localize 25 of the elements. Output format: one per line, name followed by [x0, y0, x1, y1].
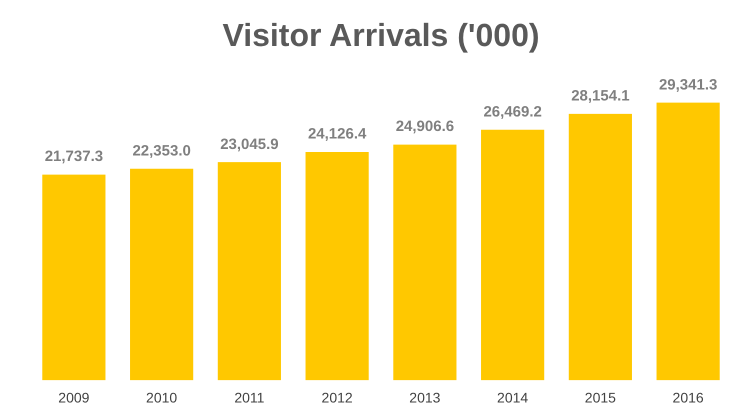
x-tick-label: 2015: [584, 389, 616, 406]
bar: [306, 152, 369, 380]
x-tick-label: 2013: [409, 389, 441, 406]
data-label: 24,906.6: [396, 118, 454, 136]
x-tick-label: 2012: [322, 389, 353, 406]
bar: [42, 174, 106, 380]
bar: [130, 168, 194, 380]
chart-title: Visitor Arrivals ('000): [222, 17, 540, 54]
bar: [568, 114, 632, 380]
x-tick-label: 2016: [672, 389, 704, 406]
bar: [218, 162, 281, 380]
x-tick-label: 2014: [497, 389, 528, 406]
data-label: 22,353.0: [132, 142, 191, 160]
data-label: 23,045.9: [220, 136, 279, 153]
data-label: 26,469.2: [483, 103, 542, 120]
x-tick-label: 2010: [146, 389, 178, 406]
x-tick-label: 2009: [58, 389, 90, 406]
data-label: 29,341.3: [658, 76, 718, 94]
bar: [481, 130, 544, 380]
bar: [393, 144, 456, 380]
x-tick-label: 2011: [234, 389, 265, 406]
data-label: 24,126.4: [308, 126, 367, 143]
data-label: 28,154.1: [571, 88, 630, 105]
bar: [656, 102, 720, 380]
data-label: 21,737.3: [44, 148, 104, 166]
